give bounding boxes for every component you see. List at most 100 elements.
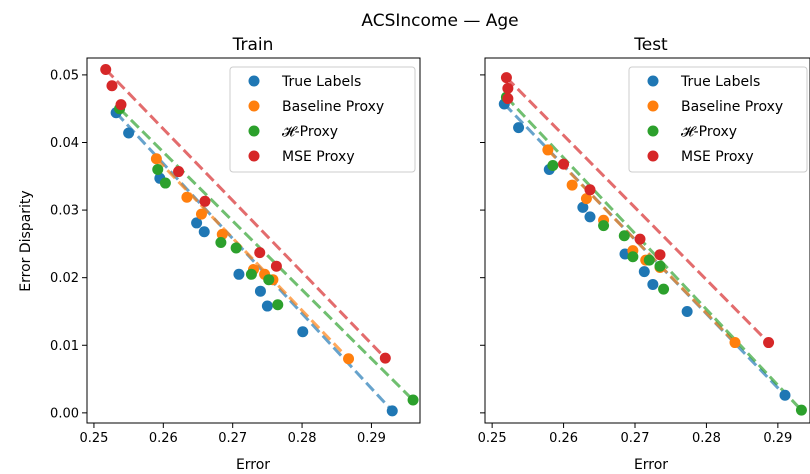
data-point <box>272 299 284 311</box>
legend-marker <box>647 150 659 162</box>
x-tick-label: 0.28 <box>288 431 317 446</box>
x-tick-label: 0.27 <box>621 431 650 446</box>
data-point <box>502 82 514 94</box>
data-point <box>297 326 309 338</box>
legend-label: Baseline Proxy <box>282 99 384 115</box>
data-point <box>634 233 646 245</box>
legend-box <box>628 66 808 173</box>
data-point <box>115 99 127 111</box>
data-point <box>191 217 203 229</box>
data-point <box>386 405 398 417</box>
data-point <box>199 195 211 207</box>
data-point <box>407 394 419 406</box>
legend-label: True Labels <box>680 74 760 90</box>
figure-suptitle: ACSIncome — Age <box>361 11 518 31</box>
x-tick-label: 0.25 <box>79 431 108 446</box>
y-tick-label: 0.05 <box>50 68 79 83</box>
data-point <box>763 337 775 349</box>
y-tick-label: 0.01 <box>50 339 79 354</box>
data-point <box>261 300 273 312</box>
data-point <box>681 305 693 317</box>
legend-label: MSE Proxy <box>681 149 754 165</box>
data-point <box>379 352 391 364</box>
data-point <box>542 144 554 156</box>
legend-marker <box>647 75 659 87</box>
data-point <box>215 237 227 249</box>
legend-label: 𝓗-Proxy <box>681 124 737 140</box>
data-point <box>618 230 630 242</box>
legend-marker <box>647 125 659 137</box>
data-point <box>795 404 807 416</box>
data-point <box>500 72 512 84</box>
legend-label: Baseline Proxy <box>681 99 783 115</box>
data-point <box>216 228 228 240</box>
data-point <box>566 179 578 191</box>
data-point <box>254 247 266 259</box>
x-tick-label: 0.28 <box>692 431 721 446</box>
legend-marker <box>248 125 260 137</box>
trend-line <box>546 148 737 344</box>
y-axis-label: Error Disparity <box>18 190 34 291</box>
legend: True Labels Baseline Proxy 𝓗-Proxy MSE Prox… <box>628 66 808 173</box>
y-tick-label: 0.00 <box>50 406 79 421</box>
data-point <box>502 93 514 105</box>
data-point <box>106 80 118 92</box>
data-point <box>245 268 257 280</box>
y-tick-label: 0.02 <box>50 271 79 286</box>
x-tick-label: 0.29 <box>357 431 386 446</box>
x-tick-label: 0.26 <box>149 431 178 446</box>
data-point <box>547 159 559 171</box>
x-tick-label: 0.29 <box>763 431 792 446</box>
data-point <box>181 191 193 203</box>
data-point <box>150 153 162 165</box>
data-point <box>638 266 650 278</box>
data-point <box>270 260 282 272</box>
test-panel-title: Test <box>633 35 668 55</box>
legend-box <box>229 66 416 173</box>
data-point <box>598 220 610 232</box>
x-tick-label: 0.27 <box>218 431 247 446</box>
legend-marker <box>248 100 260 112</box>
data-point <box>647 278 659 290</box>
legend: True Labels Baseline Proxy 𝓗-Proxy MSE Prox… <box>229 66 416 173</box>
data-point <box>254 285 266 297</box>
data-point <box>654 249 666 261</box>
data-point <box>152 164 164 176</box>
data-point <box>584 211 596 223</box>
trend-line <box>104 68 387 360</box>
trend-line <box>505 96 803 412</box>
data-point <box>230 242 242 254</box>
data-point <box>123 127 135 139</box>
y-tick-label: 0.03 <box>50 204 79 219</box>
data-point <box>195 208 207 220</box>
plot-frame <box>484 57 810 424</box>
legend-marker <box>647 100 659 112</box>
train-panel: Train Error 0.25 0.26 0.27 0.28 0.29 0.00 0.01… <box>50 35 421 473</box>
data-point <box>658 283 670 295</box>
data-point <box>577 201 589 213</box>
data-point <box>198 226 210 238</box>
legend-label: True Labels <box>281 74 361 90</box>
data-point <box>654 260 666 272</box>
test-panel: Test Error 0.25 0.26 0.27 0.28 0.29 True Labe… <box>478 35 810 473</box>
data-point <box>580 193 592 205</box>
data-point <box>513 122 525 134</box>
data-point <box>159 177 171 189</box>
data-point <box>173 166 185 178</box>
y-tick-label: 0.04 <box>50 136 79 151</box>
data-point <box>343 353 355 365</box>
trend-line <box>118 107 415 402</box>
data-point <box>584 184 596 196</box>
train-x-axis-label: Error <box>236 457 270 473</box>
data-point <box>100 63 112 75</box>
data-point <box>233 268 245 280</box>
legend-label: MSE Proxy <box>282 149 355 165</box>
test-x-axis-label: Error <box>634 457 668 473</box>
data-point <box>627 251 639 263</box>
data-point <box>263 274 275 286</box>
data-point <box>779 389 791 401</box>
plot-frame <box>86 57 421 424</box>
data-point <box>729 337 741 349</box>
legend-marker <box>248 75 260 87</box>
